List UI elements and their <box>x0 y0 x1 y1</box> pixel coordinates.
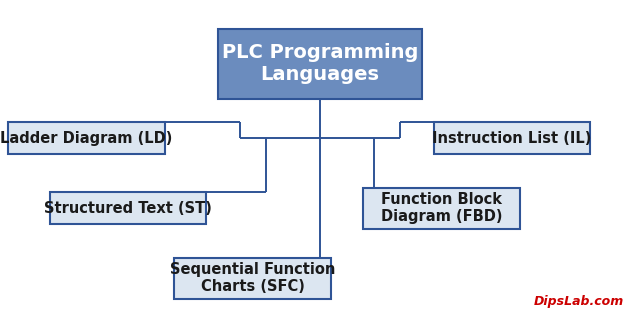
FancyBboxPatch shape <box>174 258 332 299</box>
FancyBboxPatch shape <box>50 192 206 224</box>
Text: Ladder Diagram (LD): Ladder Diagram (LD) <box>0 131 173 146</box>
FancyBboxPatch shape <box>218 29 422 99</box>
Text: Instruction List (IL): Instruction List (IL) <box>432 131 592 146</box>
Text: Function Block
Diagram (FBD): Function Block Diagram (FBD) <box>381 192 502 225</box>
FancyBboxPatch shape <box>434 122 590 154</box>
FancyBboxPatch shape <box>8 122 165 154</box>
Text: Sequential Function
Charts (SFC): Sequential Function Charts (SFC) <box>170 262 335 294</box>
Text: Structured Text (ST): Structured Text (ST) <box>44 201 212 216</box>
Text: PLC Programming
Languages: PLC Programming Languages <box>222 43 418 84</box>
Text: DipsLab.com: DipsLab.com <box>534 295 624 308</box>
FancyBboxPatch shape <box>363 188 520 229</box>
